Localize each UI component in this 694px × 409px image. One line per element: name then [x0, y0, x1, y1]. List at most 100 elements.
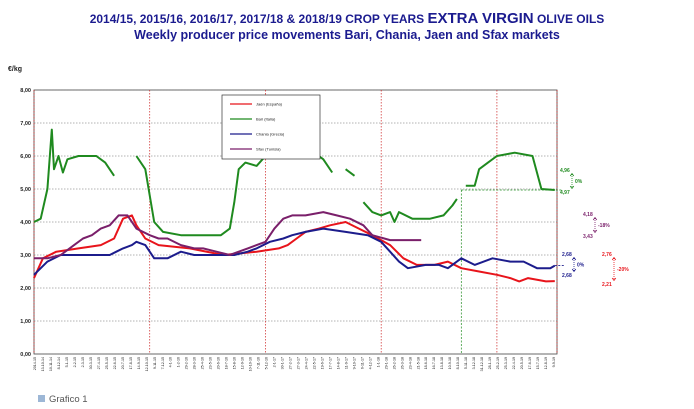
x-tick-label: 9-11-15 [153, 357, 157, 369]
x-tick-label: 2-3-15 [81, 357, 85, 367]
x-tick-label: 10-10-16 [249, 357, 253, 371]
x-tick-label: 25-5-15 [105, 357, 109, 369]
bari-series-line [465, 151, 555, 191]
x-tick-label: 8-10-18 [456, 357, 460, 369]
legend-label-sfax: Sfax (Tunisia) [256, 147, 281, 152]
x-tick-label: 25-3-19 [504, 357, 508, 369]
x-tick-label: 25-4-16 [201, 357, 205, 369]
x-tick-label: 31-12-18 [480, 357, 484, 371]
x-tick-label: 13-8-18 [440, 357, 444, 369]
y-tick-label: 7,00 [20, 121, 31, 127]
chania-annotation-top: 2,68 [562, 252, 572, 258]
y-tick-label: 3,00 [20, 253, 31, 259]
x-tick-label: 9-10-17 [352, 357, 356, 369]
legend-label-jaen: Jaén (España) [256, 102, 283, 107]
x-tick-label: 29-2-16 [185, 357, 189, 369]
x-tick-label: 22-5-17 [312, 357, 316, 369]
x-tick-label: 28-1-19 [488, 357, 492, 369]
chart-title-prefix: 2014/15, 2015/16, 2016/17, 2017/18 & 201… [89, 12, 428, 26]
chart-subtitle: Weekly producer price movements Bari, Ch… [134, 28, 560, 42]
chart-title-emphasis: EXTRA VIRGIN [427, 10, 534, 27]
x-tick-label: 18-6-18 [424, 357, 428, 369]
chart-title-suffix: OLIVE OILS [533, 12, 605, 26]
bari-series-line [362, 198, 458, 223]
x-tick-label: 12-9-16 [241, 357, 245, 369]
x-tick-label: 30-1-17 [281, 357, 285, 369]
x-tick-label: 17-7-17 [328, 357, 332, 369]
footer-label: Grafico 1 [49, 394, 88, 405]
x-tick-label: 3-12-18 [472, 357, 476, 369]
x-tick-label: 29-1-18 [384, 357, 388, 369]
x-tick-label: 18-7-16 [225, 357, 229, 369]
x-tick-label: 17-8-15 [129, 357, 133, 369]
x-tick-label: 10-11-14 [49, 357, 53, 371]
jaen-annotation-top: 2,76 [602, 252, 612, 258]
x-tick-label: 9-9-19 [552, 357, 556, 367]
x-tick-label: 11-9-17 [344, 357, 348, 369]
y-tick-label: 1,00 [20, 319, 31, 325]
footer-tab[interactable]: Grafico 1 [38, 394, 88, 405]
x-tick-label: 13-10-14 [41, 357, 45, 371]
jaen-annotation-bottom: 2,21 [602, 282, 612, 288]
x-tick-label: 28-3-16 [193, 357, 197, 369]
y-axis-unit: €/kg [8, 66, 23, 73]
x-tick-label: 12-10-15 [145, 357, 149, 371]
y-tick-label: 5,00 [20, 187, 31, 193]
x-tick-label: 10-9-18 [448, 357, 452, 369]
x-tick-label: 5-11-18 [464, 357, 468, 369]
x-tick-label: 2-2-15 [73, 357, 77, 367]
y-tick-label: 0,00 [20, 352, 31, 358]
sfax-annotation-top: 4,18 [583, 212, 593, 218]
y-tick-label: 4,00 [20, 220, 31, 226]
chania-annotation-bottom: 2,68 [562, 273, 572, 279]
x-tick-label: 23-5-16 [209, 357, 213, 369]
bari-series-line [345, 168, 356, 177]
chania-annotation-arrowheads [571, 256, 577, 273]
legend-box [221, 94, 321, 160]
x-tick-label: 12-8-19 [544, 357, 548, 369]
x-tick-label: 20-5-19 [520, 357, 524, 369]
x-tick-label: 26-2-18 [392, 357, 396, 369]
y-tick-label: 6,00 [20, 154, 31, 160]
x-tick-label: 7-11-16 [257, 357, 261, 369]
x-tick-label: 17-6-19 [528, 357, 532, 369]
x-tick-label: 20-7-15 [121, 357, 125, 369]
sfax-annotation-arrowheads [592, 216, 598, 234]
x-tick-label: 14-9-15 [137, 357, 141, 369]
bari-annotation-top: 4,96 [560, 168, 570, 174]
x-tick-label: 2-1-17 [273, 357, 277, 367]
x-tick-label: 27-4-15 [97, 357, 101, 369]
legend-label-chania: Chania (Grecia) [256, 132, 285, 137]
x-tick-label: 27-2-17 [289, 357, 293, 369]
x-tick-label: 1-2-16 [177, 357, 181, 367]
jaen-annotation-pct: -20% [617, 267, 629, 273]
x-tick-label: 15-8-16 [233, 357, 237, 369]
x-tick-label: 27-3-17 [296, 357, 300, 369]
bari-annotation-bottom: 4,97 [560, 190, 570, 196]
x-tick-label: 5-12-16 [265, 357, 269, 369]
x-tick-label: 8-12-14 [57, 357, 61, 369]
bari-annotation-pct: 0% [575, 179, 583, 185]
bari-annotation-arrowheads [569, 172, 575, 190]
x-tick-label: 5-1-15 [65, 357, 69, 367]
x-tick-label: 25-2-19 [496, 357, 500, 369]
sfax-annotation-bottom: 3,43 [583, 234, 593, 240]
chania-annotation-pct: 0% [577, 263, 585, 269]
sfax-series-line [34, 211, 422, 260]
y-tick-label: 8,00 [20, 88, 31, 94]
x-tick-label: 21-5-18 [416, 357, 420, 369]
x-tick-label: 19-6-17 [320, 357, 324, 369]
x-tick-label: 15-7-19 [536, 357, 540, 369]
x-tick-label: 14-8-17 [336, 357, 340, 369]
jaen-annotation-arrowheads [611, 256, 617, 282]
x-tick-label: 23-4-18 [408, 357, 412, 369]
x-tick-label: 30-3-15 [89, 357, 93, 369]
x-tick-label: 7-12-15 [161, 357, 165, 369]
x-tick-label: 6-11-17 [360, 357, 364, 369]
x-tick-label: 20-6-16 [217, 357, 221, 369]
x-tick-label: 22-6-15 [113, 357, 117, 369]
x-tick-label: 4-1-16 [169, 357, 173, 367]
legend-label-bari: Bari (Italia) [256, 117, 276, 122]
x-tick-label: 2014-15 [33, 357, 37, 370]
